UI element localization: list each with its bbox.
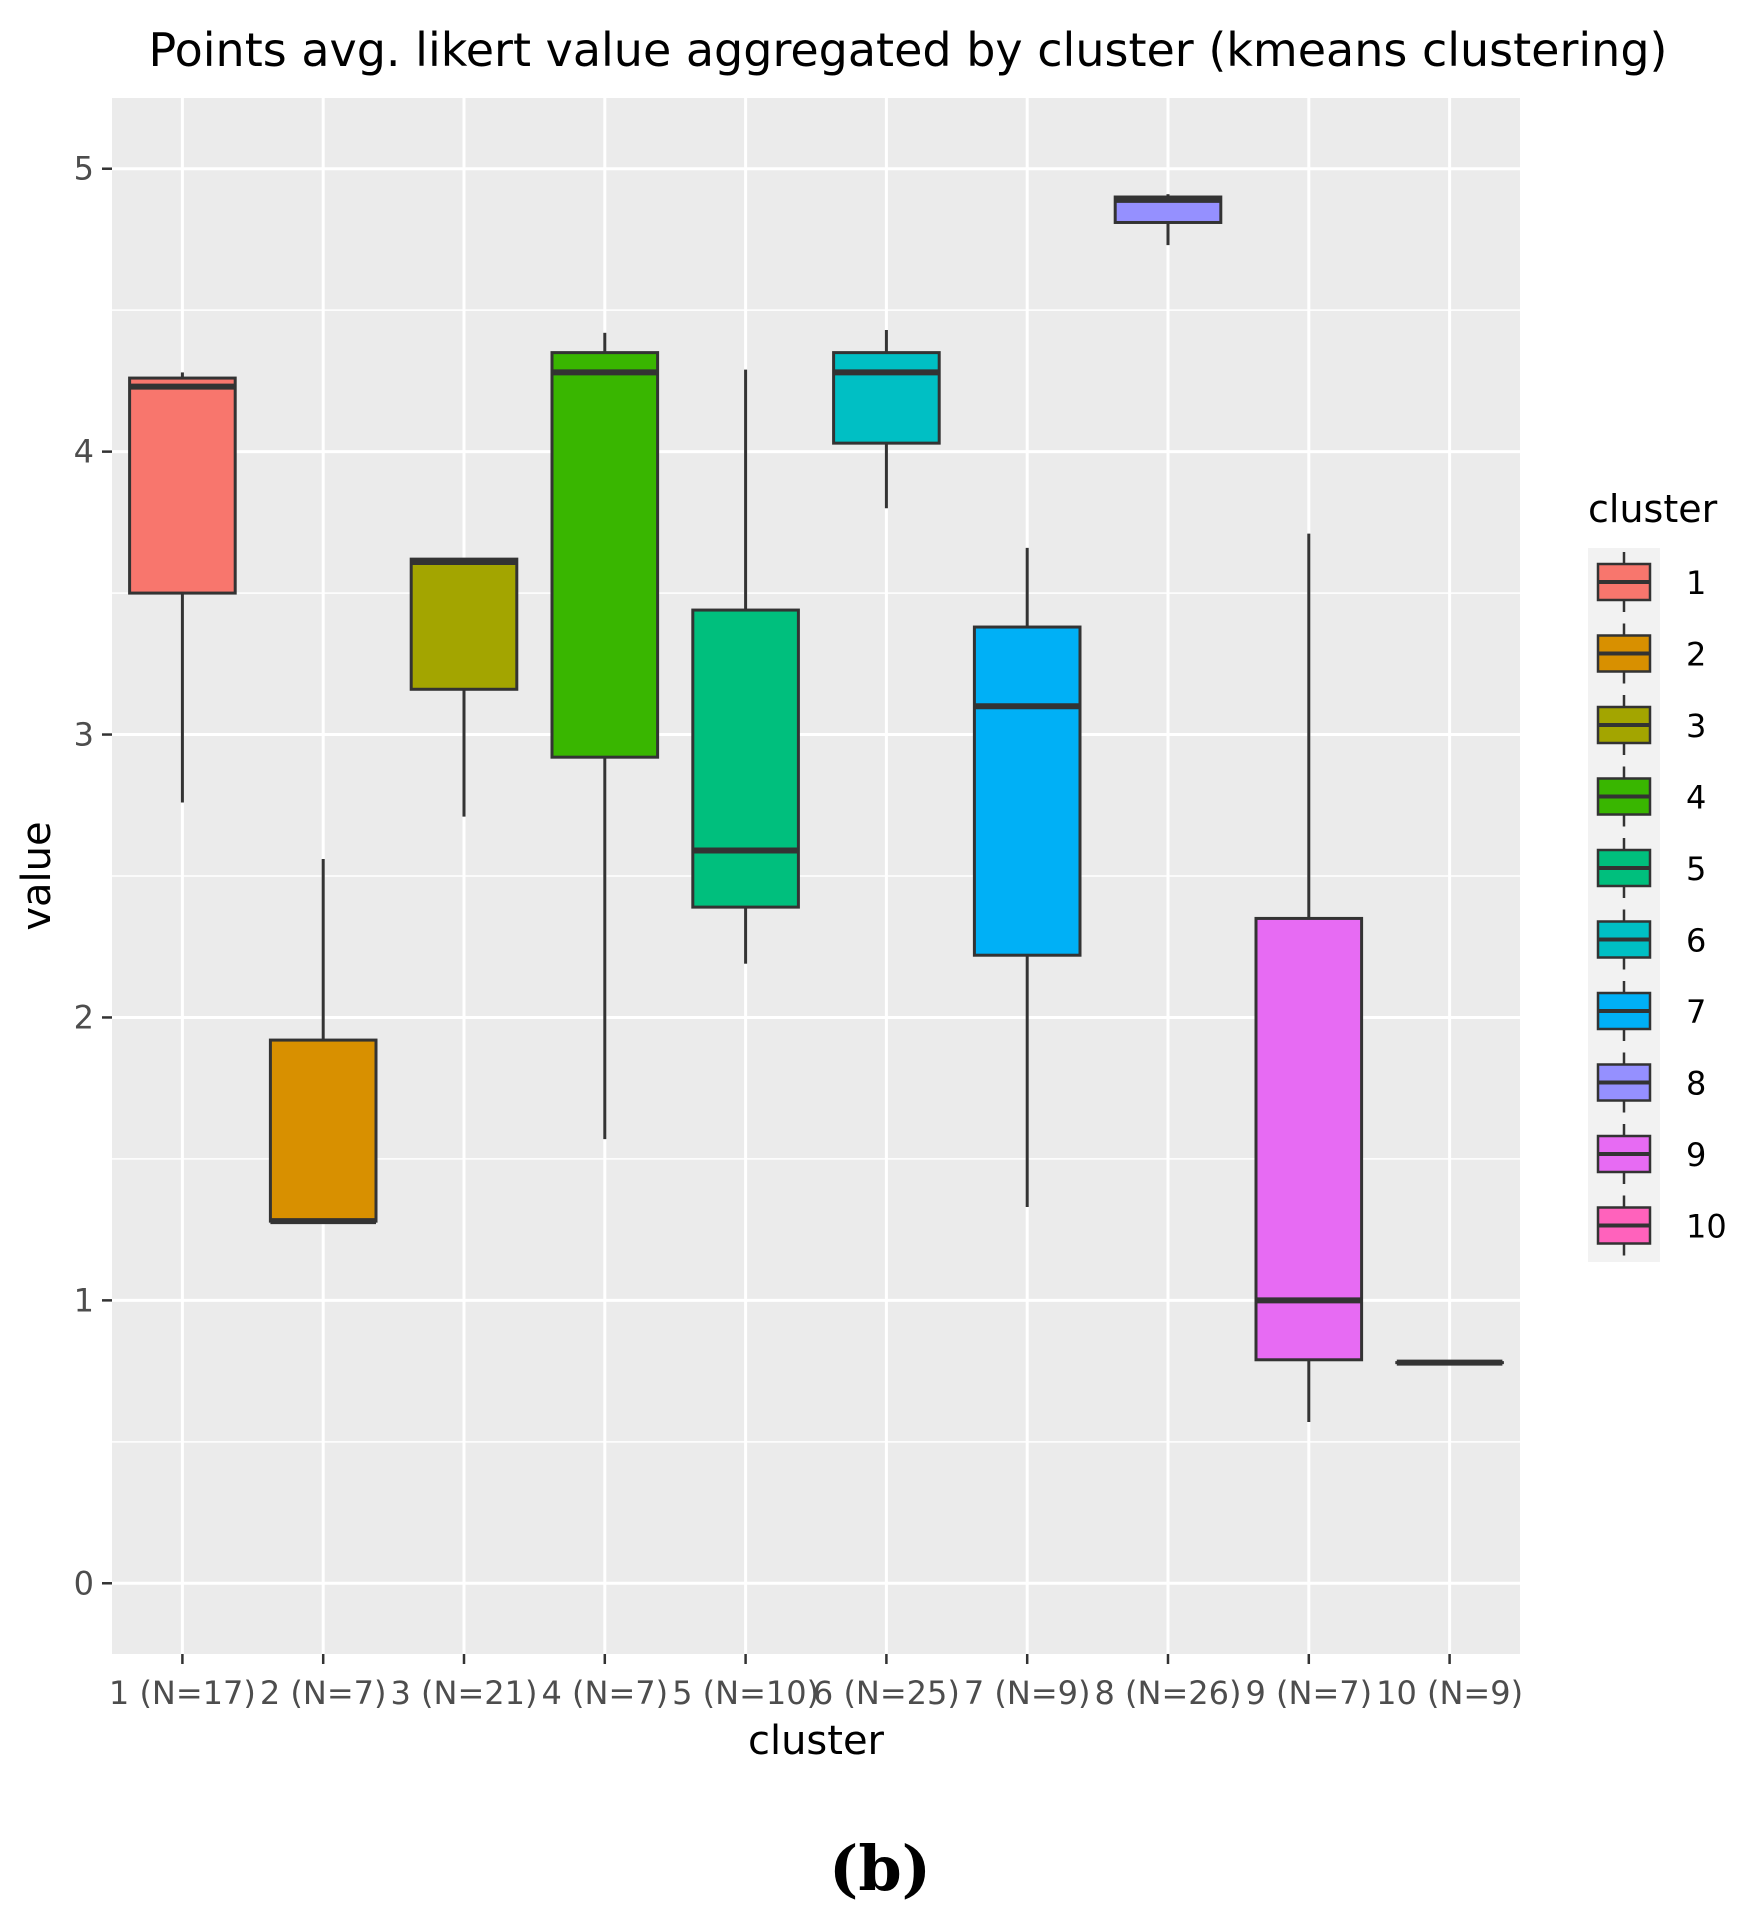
legend-label: 8: [1686, 1065, 1706, 1103]
box-iqr: [832, 351, 941, 445]
y-axis-title: value: [14, 821, 60, 930]
x-tick-label: 10 (N=9): [1376, 1674, 1523, 1712]
y-tick-label: 4: [74, 433, 94, 471]
box-iqr: [972, 625, 1082, 957]
box-iqr: [409, 557, 519, 691]
legend-item-1: 1: [1596, 552, 1706, 612]
legend-item-3: 3: [1596, 695, 1706, 755]
x-tick-label: 5 (N=10): [672, 1674, 819, 1712]
box-cluster-9: [1254, 533, 1364, 1423]
legend-label: 3: [1686, 707, 1706, 745]
legend-item-7: 7: [1596, 981, 1706, 1041]
box-cluster-6: [832, 329, 941, 509]
legend-label: 9: [1686, 1136, 1706, 1174]
legend-label: 6: [1686, 922, 1706, 960]
legend-label: 5: [1686, 850, 1706, 888]
legend-item-10: 10: [1596, 1195, 1727, 1256]
legend-item-8: 8: [1596, 1052, 1706, 1113]
legend-label: 1: [1686, 564, 1706, 602]
x-axis-title: cluster: [748, 1718, 885, 1764]
x-tick-label: 6 (N=25): [813, 1674, 960, 1712]
x-tick-label: 4 (N=7): [541, 1674, 668, 1712]
y-tick-label: 2: [74, 998, 94, 1036]
box-iqr: [128, 376, 237, 595]
x-tick-label: 3 (N=21): [391, 1674, 538, 1712]
figure-caption: (b): [829, 1832, 931, 1905]
x-tick-label: 8 (N=26): [1095, 1674, 1242, 1712]
legend-items: 1 2 3 4 5 6 7 8 9 10: [1596, 552, 1727, 1256]
box-cluster-5: [691, 369, 800, 964]
box-cluster-1: [128, 372, 237, 803]
box-iqr: [550, 351, 660, 759]
box-iqr: [1254, 916, 1364, 1362]
box-cluster-4: [550, 332, 660, 1140]
legend-item-6: 6: [1596, 909, 1706, 970]
box-cluster-3: [409, 557, 519, 817]
chart-title: Points avg. likert value aggregated by c…: [149, 23, 1668, 77]
legend-item-4: 4: [1596, 766, 1706, 827]
legend-item-5: 5: [1596, 838, 1706, 898]
legend-item-9: 9: [1596, 1124, 1706, 1184]
box-iqr: [268, 1038, 378, 1223]
x-tick-label: 9 (N=7): [1245, 1674, 1372, 1712]
y-tick-label: 5: [74, 150, 94, 188]
legend: cluster 1 2 3 4 5 6 7 8 9 10: [1588, 487, 1727, 1262]
legend-label: 10: [1686, 1208, 1727, 1246]
y-tick-label: 0: [74, 1564, 94, 1602]
legend-item-2: 2: [1596, 623, 1706, 684]
boxes-layer: [128, 194, 1504, 1423]
box-cluster-7: [972, 547, 1082, 1208]
legend-label: 4: [1686, 779, 1706, 817]
x-axis: 1 (N=17) 2 (N=7) 3 (N=21) 4 (N=7) 5 (N=10)6 …: [109, 1654, 1523, 1712]
y-tick-label: 3: [74, 716, 94, 754]
legend-label: 7: [1686, 993, 1706, 1031]
x-tick-label: 2 (N=7): [260, 1674, 387, 1712]
x-tick-label: 1 (N=17): [109, 1674, 256, 1712]
box-cluster-8: [1113, 194, 1223, 246]
y-axis: 0 1 2 3 4 5: [74, 150, 112, 1602]
legend-label: 2: [1686, 636, 1706, 674]
box-iqr: [691, 608, 800, 909]
y-tick-label: 1: [74, 1281, 94, 1319]
box-cluster-2: [268, 859, 378, 1225]
legend-title: cluster: [1588, 487, 1718, 531]
x-tick-label: 7 (N=9): [964, 1674, 1091, 1712]
